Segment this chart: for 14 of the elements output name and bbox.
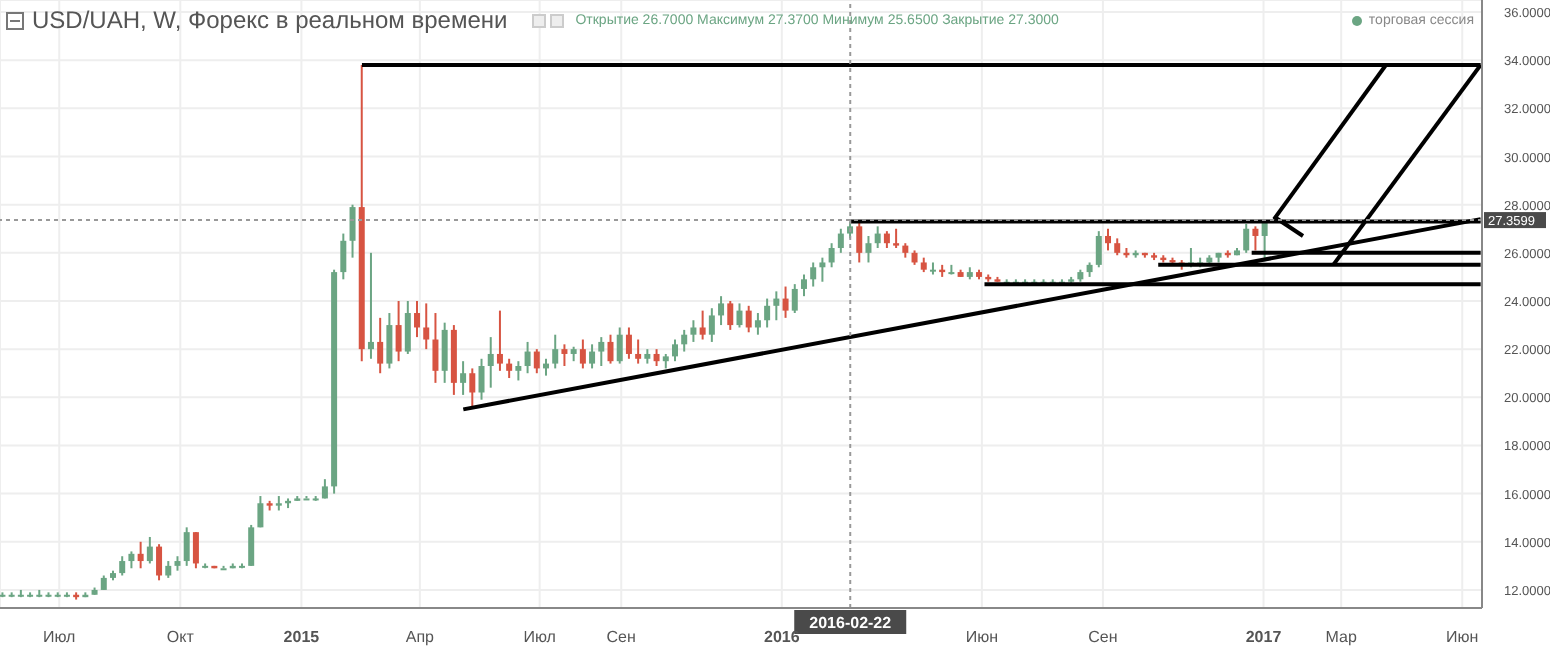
x-tick-label: Сен — [606, 628, 636, 646]
x-tick-label: Апр — [405, 628, 436, 646]
chart-title: USD/UAH, W, Форекс в реальном времени — [32, 6, 508, 34]
x-tick-label: Июл — [42, 628, 77, 646]
x-tick-label: 2017 — [1245, 628, 1283, 646]
x-tick-label: Мар — [1325, 628, 1358, 646]
x-tick-label: Сен — [1088, 628, 1118, 646]
x-tick-label: Июн — [965, 628, 999, 646]
x-tick-label: Окт — [166, 628, 195, 646]
x-tick-label: 2016 — [764, 628, 801, 646]
x-tick-label: Июл — [523, 628, 557, 646]
ref-line-label: 2016-02-22 — [809, 614, 893, 632]
x-tick-label: 2015 — [283, 628, 321, 646]
x-tick-label: Июн — [1446, 628, 1479, 646]
